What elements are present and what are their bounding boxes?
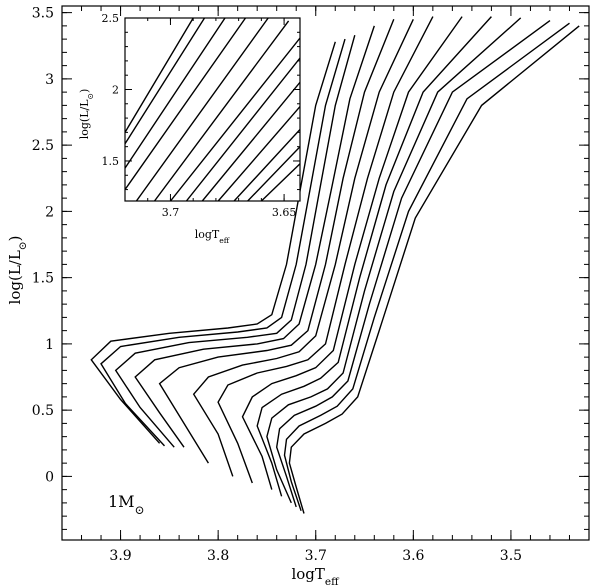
y-axis-label: log(L/L⊙)	[6, 236, 29, 305]
inset-track-10	[217, 106, 300, 201]
main-x-tick-label: 3.5	[500, 548, 522, 564]
inset-track-11	[233, 129, 300, 201]
main-y-tick-label: 3	[45, 72, 54, 88]
main-y-tick-label: 1	[45, 337, 54, 353]
main-x-tick-label: 3.9	[109, 548, 131, 564]
inset-y-tick-label: 2	[112, 83, 119, 96]
inset-track-7	[169, 37, 300, 201]
inset-track-13	[260, 163, 300, 201]
inset-background	[125, 18, 300, 201]
inset-track-6	[153, 20, 290, 201]
main-tracks	[90, 16, 580, 514]
main-y-tick-label: 3.5	[32, 6, 54, 22]
main-y-tick-label: 2	[45, 204, 54, 220]
main-track-10	[266, 17, 522, 504]
main-x-tick-label: 3.7	[305, 548, 327, 564]
inset-x-axis-label: logTeff	[195, 228, 230, 245]
inset-track-3	[125, 18, 226, 169]
main-track-8	[241, 16, 463, 490]
main-track-7	[217, 16, 434, 484]
inset-axis-labels: logTeff log(L/L⊙)	[78, 89, 230, 245]
main-plot-panel: 3.9 3.8 3.7 3.6 3.5 0 0.5 1 1.5 2 2.5 3 3.5	[32, 5, 590, 564]
main-x-tick-label: 3.6	[402, 548, 424, 564]
main-x-tick-label: 3.8	[207, 548, 229, 564]
inset-x-tick-label: 3.65	[272, 206, 297, 219]
main-y-tick-label: 0	[45, 469, 54, 485]
inset-track-2	[125, 18, 206, 145]
x-axis-label: logTeff	[291, 565, 340, 586]
mass-annotation: 1M⊙	[108, 492, 145, 517]
inset-y-axis-label: log(L/L⊙)	[78, 89, 95, 140]
main-track-9	[256, 16, 492, 497]
inset-track-9	[201, 81, 300, 201]
main-track-12	[283, 22, 570, 512]
main-track-13	[288, 25, 580, 514]
inset-tracks	[125, 18, 300, 201]
main-y-tick-label: 0.5	[32, 403, 54, 419]
inset-x-tick-label: 3.7	[162, 206, 180, 219]
main-track-6	[192, 19, 414, 477]
main-track-3	[114, 35, 356, 448]
main-y-tick-label: 1.5	[32, 271, 54, 287]
inset-track-1	[125, 18, 194, 133]
main-frame	[61, 5, 590, 541]
main-axis-labels: logTeff log(L/L⊙)	[6, 236, 340, 586]
inset-plot-panel: 3.7 3.65 1.5 2 2.5	[102, 12, 301, 219]
main-y-tick-label: 2.5	[32, 138, 54, 154]
inset-track-8	[185, 57, 300, 201]
main-track-11	[275, 20, 551, 508]
main-track-2	[100, 38, 346, 447]
main-track-4	[134, 25, 375, 448]
inset-track-4	[125, 18, 247, 191]
inset-track-12	[247, 146, 300, 201]
inset-track-5	[135, 18, 269, 201]
inset-frame	[124, 17, 301, 202]
main-track-5	[158, 19, 395, 464]
inset-y-tick-label: 1.5	[102, 155, 120, 168]
inset-y-tick-label: 2.5	[102, 12, 120, 25]
main-track-1	[90, 41, 336, 444]
